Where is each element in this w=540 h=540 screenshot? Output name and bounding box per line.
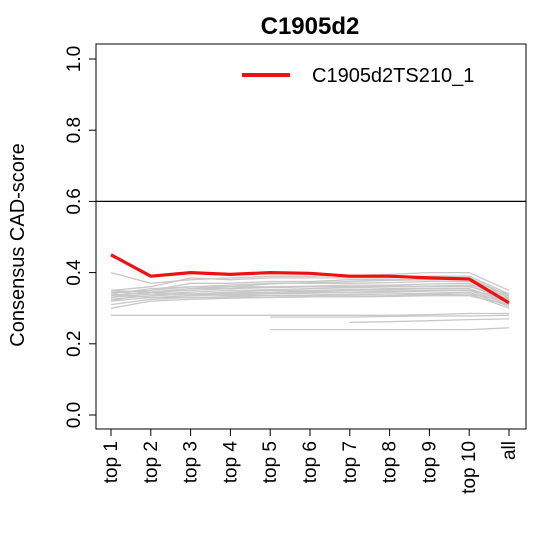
x-tick-label: top 8	[380, 441, 401, 483]
series-line-17	[270, 327, 510, 331]
x-tick-label: top 9	[419, 441, 440, 483]
series-line-2	[110, 275, 510, 295]
x-tick-label: top 3	[181, 441, 202, 483]
x-tick-label: top 4	[220, 441, 241, 484]
y-tick-label: 0.0	[64, 402, 85, 428]
legend: C1905d2TS210_1	[242, 65, 474, 87]
x-tick-label: top 1	[101, 441, 122, 483]
x-tick-label: top 7	[340, 441, 361, 483]
x-tick-label: top 5	[260, 441, 281, 483]
axes-layer: 0.0 0.2 0.4 0.6 0.8 1.0 top 1 top 2 top 3 top 4 to…	[64, 43, 527, 494]
series-line-18	[349, 318, 510, 324]
series-line-13	[110, 293, 510, 306]
x-tick-label: top 6	[300, 441, 321, 483]
plot-frame	[95, 43, 527, 430]
series-line-21	[150, 287, 510, 304]
series-layer	[110, 271, 510, 331]
y-axis-label: Consensus CAD-score	[7, 143, 29, 346]
y-tick-label: 0.6	[64, 188, 85, 214]
highlight-layer	[110, 253, 510, 305]
series-line-19	[270, 314, 510, 318]
highlight-series-line	[110, 253, 510, 305]
x-tick-label: top 10	[459, 441, 480, 494]
chart-title: C1905d2	[261, 13, 360, 40]
x-tick-label: all	[499, 441, 520, 460]
series-line-11	[110, 289, 510, 302]
legend-entry: C1905d2TS210_1	[312, 65, 474, 87]
y-tick-label: 0.4	[64, 259, 85, 286]
series-line-5	[110, 282, 510, 300]
y-tick-label: 0.8	[64, 117, 85, 143]
series-line-16	[111, 312, 509, 316]
x-tick-label: top 2	[141, 441, 162, 483]
y-tick-label: 0.2	[64, 331, 85, 357]
y-tick-label: 1.0	[64, 46, 85, 72]
